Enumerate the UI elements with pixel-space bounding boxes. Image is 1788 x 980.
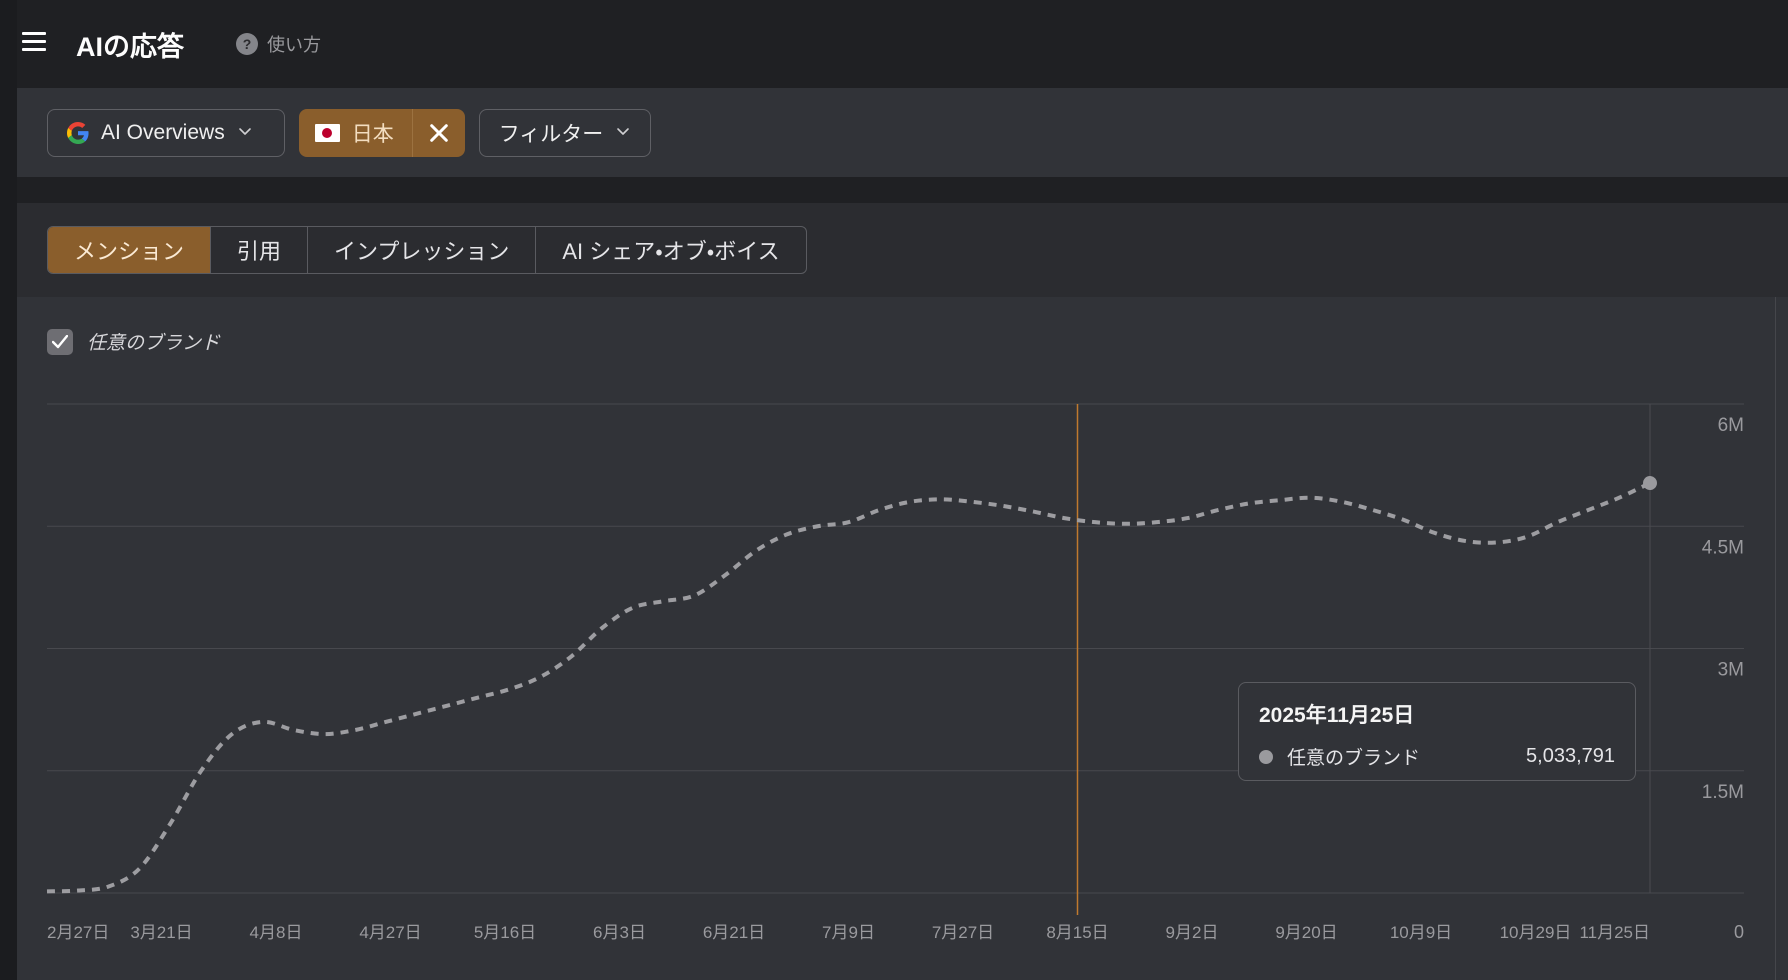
svg-text:6月3日: 6月3日 [593,923,646,942]
svg-text:10月29日: 10月29日 [1500,923,1572,942]
svg-text:4月27日: 4月27日 [359,923,421,942]
svg-text:7月9日: 7月9日 [822,923,875,942]
svg-text:0: 0 [1734,922,1744,942]
svg-text:11月25日: 11月25日 [1579,923,1650,942]
svg-text:3月21日: 3月21日 [130,923,192,942]
svg-text:3M: 3M [1718,660,1744,681]
svg-text:8月15日: 8月15日 [1046,923,1108,942]
svg-text:4.5M: 4.5M [1702,537,1744,558]
svg-text:1.5M: 1.5M [1702,782,1744,803]
svg-text:2月27日: 2月27日 [47,923,109,942]
svg-text:9月2日: 9月2日 [1166,923,1219,942]
svg-text:6M: 6M [1718,415,1744,436]
svg-text:9月20日: 9月20日 [1275,923,1337,942]
svg-text:4月8日: 4月8日 [250,923,303,942]
svg-text:6月21日: 6月21日 [703,923,765,942]
svg-text:7月27日: 7月27日 [932,923,994,942]
svg-text:5月16日: 5月16日 [474,923,536,942]
svg-text:10月9日: 10月9日 [1390,923,1452,942]
